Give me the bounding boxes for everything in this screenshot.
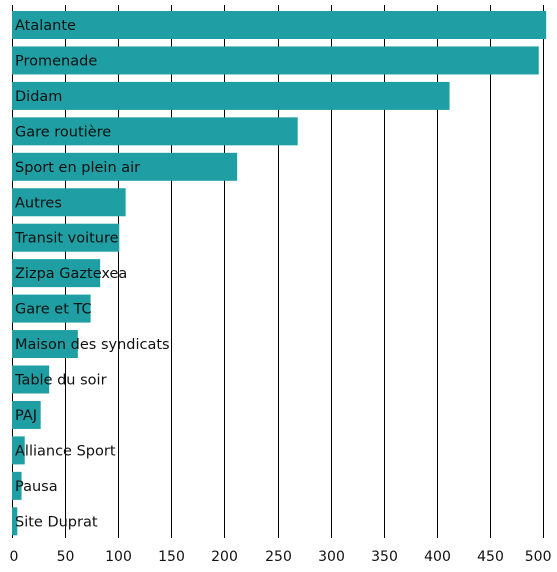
bar-atalante xyxy=(12,11,547,39)
category-label: Promenade xyxy=(15,53,97,69)
category-label: Gare et TC xyxy=(15,302,92,318)
bar-paj xyxy=(12,400,41,429)
x-tick-label-450: 450 xyxy=(477,549,504,565)
category-label: Didam xyxy=(15,89,62,105)
category-label: Alliance Sport xyxy=(15,443,116,459)
bar-sport-en-plein-air xyxy=(12,152,238,181)
category-label: Table du soir xyxy=(14,373,107,389)
category-label: PAJ xyxy=(15,408,37,424)
bar-series xyxy=(12,11,547,536)
bar-transit-voiture xyxy=(12,223,120,252)
x-tick-label-100: 100 xyxy=(105,549,132,565)
x-tick-label-400: 400 xyxy=(424,549,451,565)
bar-pausa xyxy=(12,471,22,500)
category-label: Autres xyxy=(15,195,62,211)
x-tick-label-500: 500 xyxy=(525,549,552,565)
bar-gare-et-tc xyxy=(12,294,91,323)
bar-autres xyxy=(12,188,126,217)
category-label: Pausa xyxy=(15,479,58,495)
category-label: Gare routière xyxy=(15,124,111,140)
bar-promenade xyxy=(12,46,539,75)
x-tick-label-250: 250 xyxy=(265,549,292,565)
x-tick-label-50: 50 xyxy=(57,549,75,565)
bar-gare-routi-re xyxy=(12,117,298,146)
bar-table-du-soir xyxy=(12,365,50,394)
bar-didam xyxy=(12,81,450,110)
category-label: Transit voiture xyxy=(14,231,119,247)
x-tick-label-0: 0 xyxy=(10,549,19,565)
bar-maison-des-syndicats xyxy=(12,330,78,359)
category-label: Atalante xyxy=(15,18,76,34)
x-tick-label-150: 150 xyxy=(158,549,185,565)
category-labels: Atalante Promenade Didam Gare routière Sport… xyxy=(14,18,170,530)
category-label: Maison des syndicats xyxy=(15,337,170,353)
x-tick-label-350: 350 xyxy=(371,549,398,565)
bar-site-duprat xyxy=(12,507,18,536)
x-axis-ticks: 0 50 100 150 200 250 300 350 400 450 500 xyxy=(10,549,552,565)
category-label: Sport en plein air xyxy=(15,160,140,176)
x-tick-label-300: 300 xyxy=(318,549,345,565)
x-tick-label-200: 200 xyxy=(211,549,238,565)
category-label: Zizpa Gaztexea xyxy=(15,266,127,282)
bar-alliance-sport xyxy=(12,436,25,465)
category-label: Site Duprat xyxy=(15,514,98,530)
bar-zizpa-gaztexea xyxy=(12,259,101,288)
